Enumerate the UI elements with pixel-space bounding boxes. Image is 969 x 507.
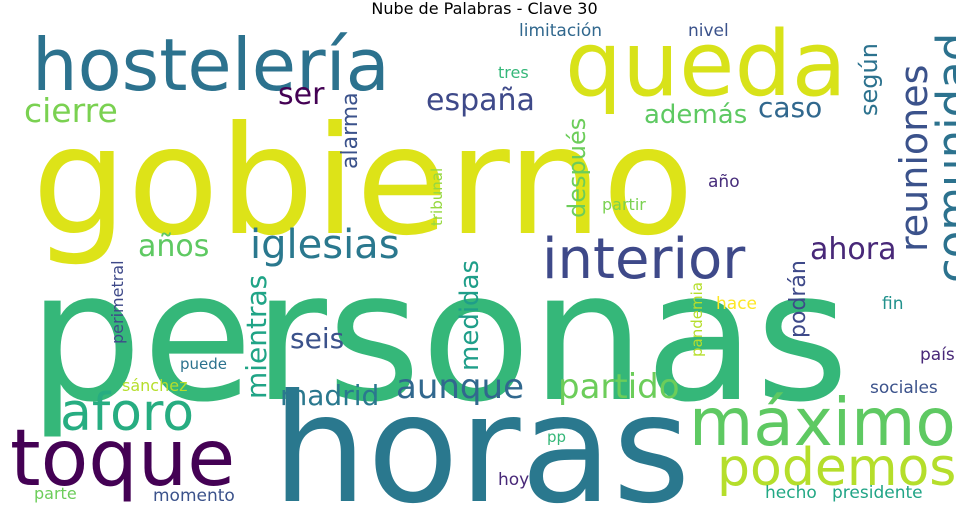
word-gobierno: gobierno <box>32 95 695 269</box>
word-pp: pp <box>547 428 567 446</box>
word-sociales: sociales <box>870 378 938 398</box>
word-tres: tres <box>498 63 529 82</box>
word-horas: horas <box>272 363 691 507</box>
word-hostelería: hostelería <box>32 23 390 107</box>
word-presidente: presidente <box>832 483 923 503</box>
word-podrán: podrán <box>786 260 811 338</box>
word-aunque: aunque <box>396 367 524 407</box>
word-seis: seis <box>290 322 345 355</box>
word-alarma: alarma <box>338 92 363 169</box>
word-medidas: medidas <box>455 259 485 371</box>
word-según: según <box>855 43 883 116</box>
word-partir: partir <box>602 195 646 214</box>
word-máximo: máximo <box>689 384 956 461</box>
word-después: después <box>563 117 591 218</box>
word-año: año <box>708 172 740 192</box>
word-personas: personas <box>28 233 850 442</box>
word-tribunal: tribunal <box>428 167 446 226</box>
word-hoy: hoy <box>498 470 530 490</box>
word-cierre: cierre <box>24 91 118 130</box>
word-ser: ser <box>278 77 325 112</box>
word-momento: momento <box>153 486 235 506</box>
word-años: años <box>138 229 210 264</box>
word-toque: toque <box>10 414 236 504</box>
word-país: país <box>920 345 955 365</box>
word-iglesias: iglesias <box>250 222 400 268</box>
word-perimetral: perimetral <box>108 260 127 344</box>
word-reuniones: reuniones <box>892 64 936 252</box>
word-madrid: madrid <box>280 379 380 412</box>
word-ahora: ahora <box>810 232 897 267</box>
word-pandemia: pandemia <box>688 282 706 357</box>
word-españa: españa <box>426 83 535 118</box>
word-mientras: mientras <box>240 274 273 399</box>
word-interior: interior <box>542 227 746 292</box>
word-aforo: aforo <box>60 383 195 443</box>
word-sánchez: sánchez <box>122 376 188 395</box>
word-podemos: podemos <box>717 438 956 498</box>
word-hecho: hecho <box>765 483 817 503</box>
word-fin: fin <box>882 294 904 314</box>
word-cloud: personas gobierno horas hostelería queda toqu… <box>10 20 956 507</box>
word-caso: caso <box>758 91 823 124</box>
word-además: además <box>644 100 748 130</box>
word-limitación: limitación <box>519 21 603 41</box>
word-queda: queda <box>565 20 847 117</box>
chart-title: Nube de Palabras - Clave 30 <box>371 0 598 18</box>
word-parte: parte <box>34 484 77 503</box>
word-puede: puede <box>180 355 228 373</box>
word-partido: partido <box>558 367 680 407</box>
word-nivel: nivel <box>688 21 729 41</box>
word-hace: hace <box>716 294 757 314</box>
